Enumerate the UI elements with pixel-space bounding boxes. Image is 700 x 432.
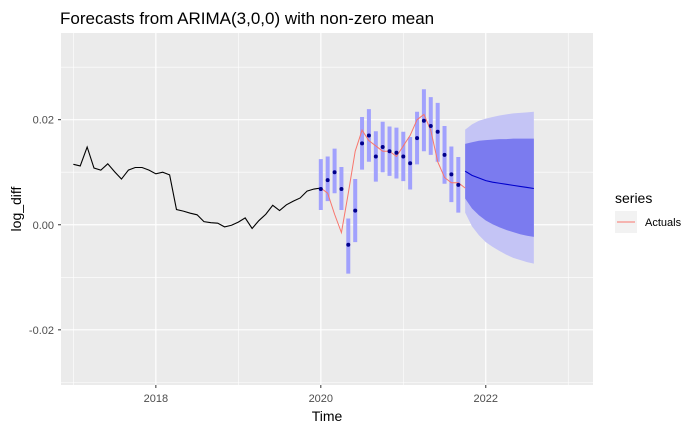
actuals-line [320,113,466,235]
series-lines [73,113,534,235]
fitted-point [394,150,399,155]
fitted-point [415,136,420,141]
fitted-point [401,154,406,159]
fitted-point [408,161,413,166]
forecast-band-80 [465,138,534,237]
y-tick-label: 0.00 [33,220,54,232]
forecast-mean-line [464,170,534,190]
fitted-point [373,154,378,159]
x-tick-label: 2022 [474,393,498,405]
fitted-point [449,172,454,177]
fitted-point [380,145,385,150]
fitted-point [428,123,433,128]
fitted-point [332,170,337,175]
fitted-points [318,118,461,247]
fitted-point [325,178,330,183]
legend-title: series [615,190,652,206]
y-tick-label: 0.02 [33,115,54,127]
y-axis-title: log_diff [8,186,24,231]
fitted-point [353,208,358,213]
legend: series Actuals [615,190,682,233]
fitted-point [442,152,447,157]
fitted-point [435,129,440,134]
x-axis-title: Time [312,408,343,424]
fitted-point [360,141,365,146]
fitted-point [339,187,344,192]
fitted-point [456,182,461,187]
x-tick-label: 2018 [144,393,168,405]
forecast-bands [465,111,534,264]
y-tick-label: -0.02 [29,325,54,337]
y-axis: -0.02 0.00 0.02 [29,115,61,337]
legend-label: Actuals [645,217,682,229]
fitted-point [421,118,426,123]
fitted-point [346,242,351,247]
fitted-point [387,149,392,154]
history-line [73,145,321,230]
fitted-point [366,133,371,138]
fitted-point [318,187,323,192]
x-tick-label: 2020 [309,393,333,405]
x-axis: 2018 2020 2022 [144,385,498,405]
chart-title: Forecasts from ARIMA(3,0,0) with non-zer… [60,9,434,28]
